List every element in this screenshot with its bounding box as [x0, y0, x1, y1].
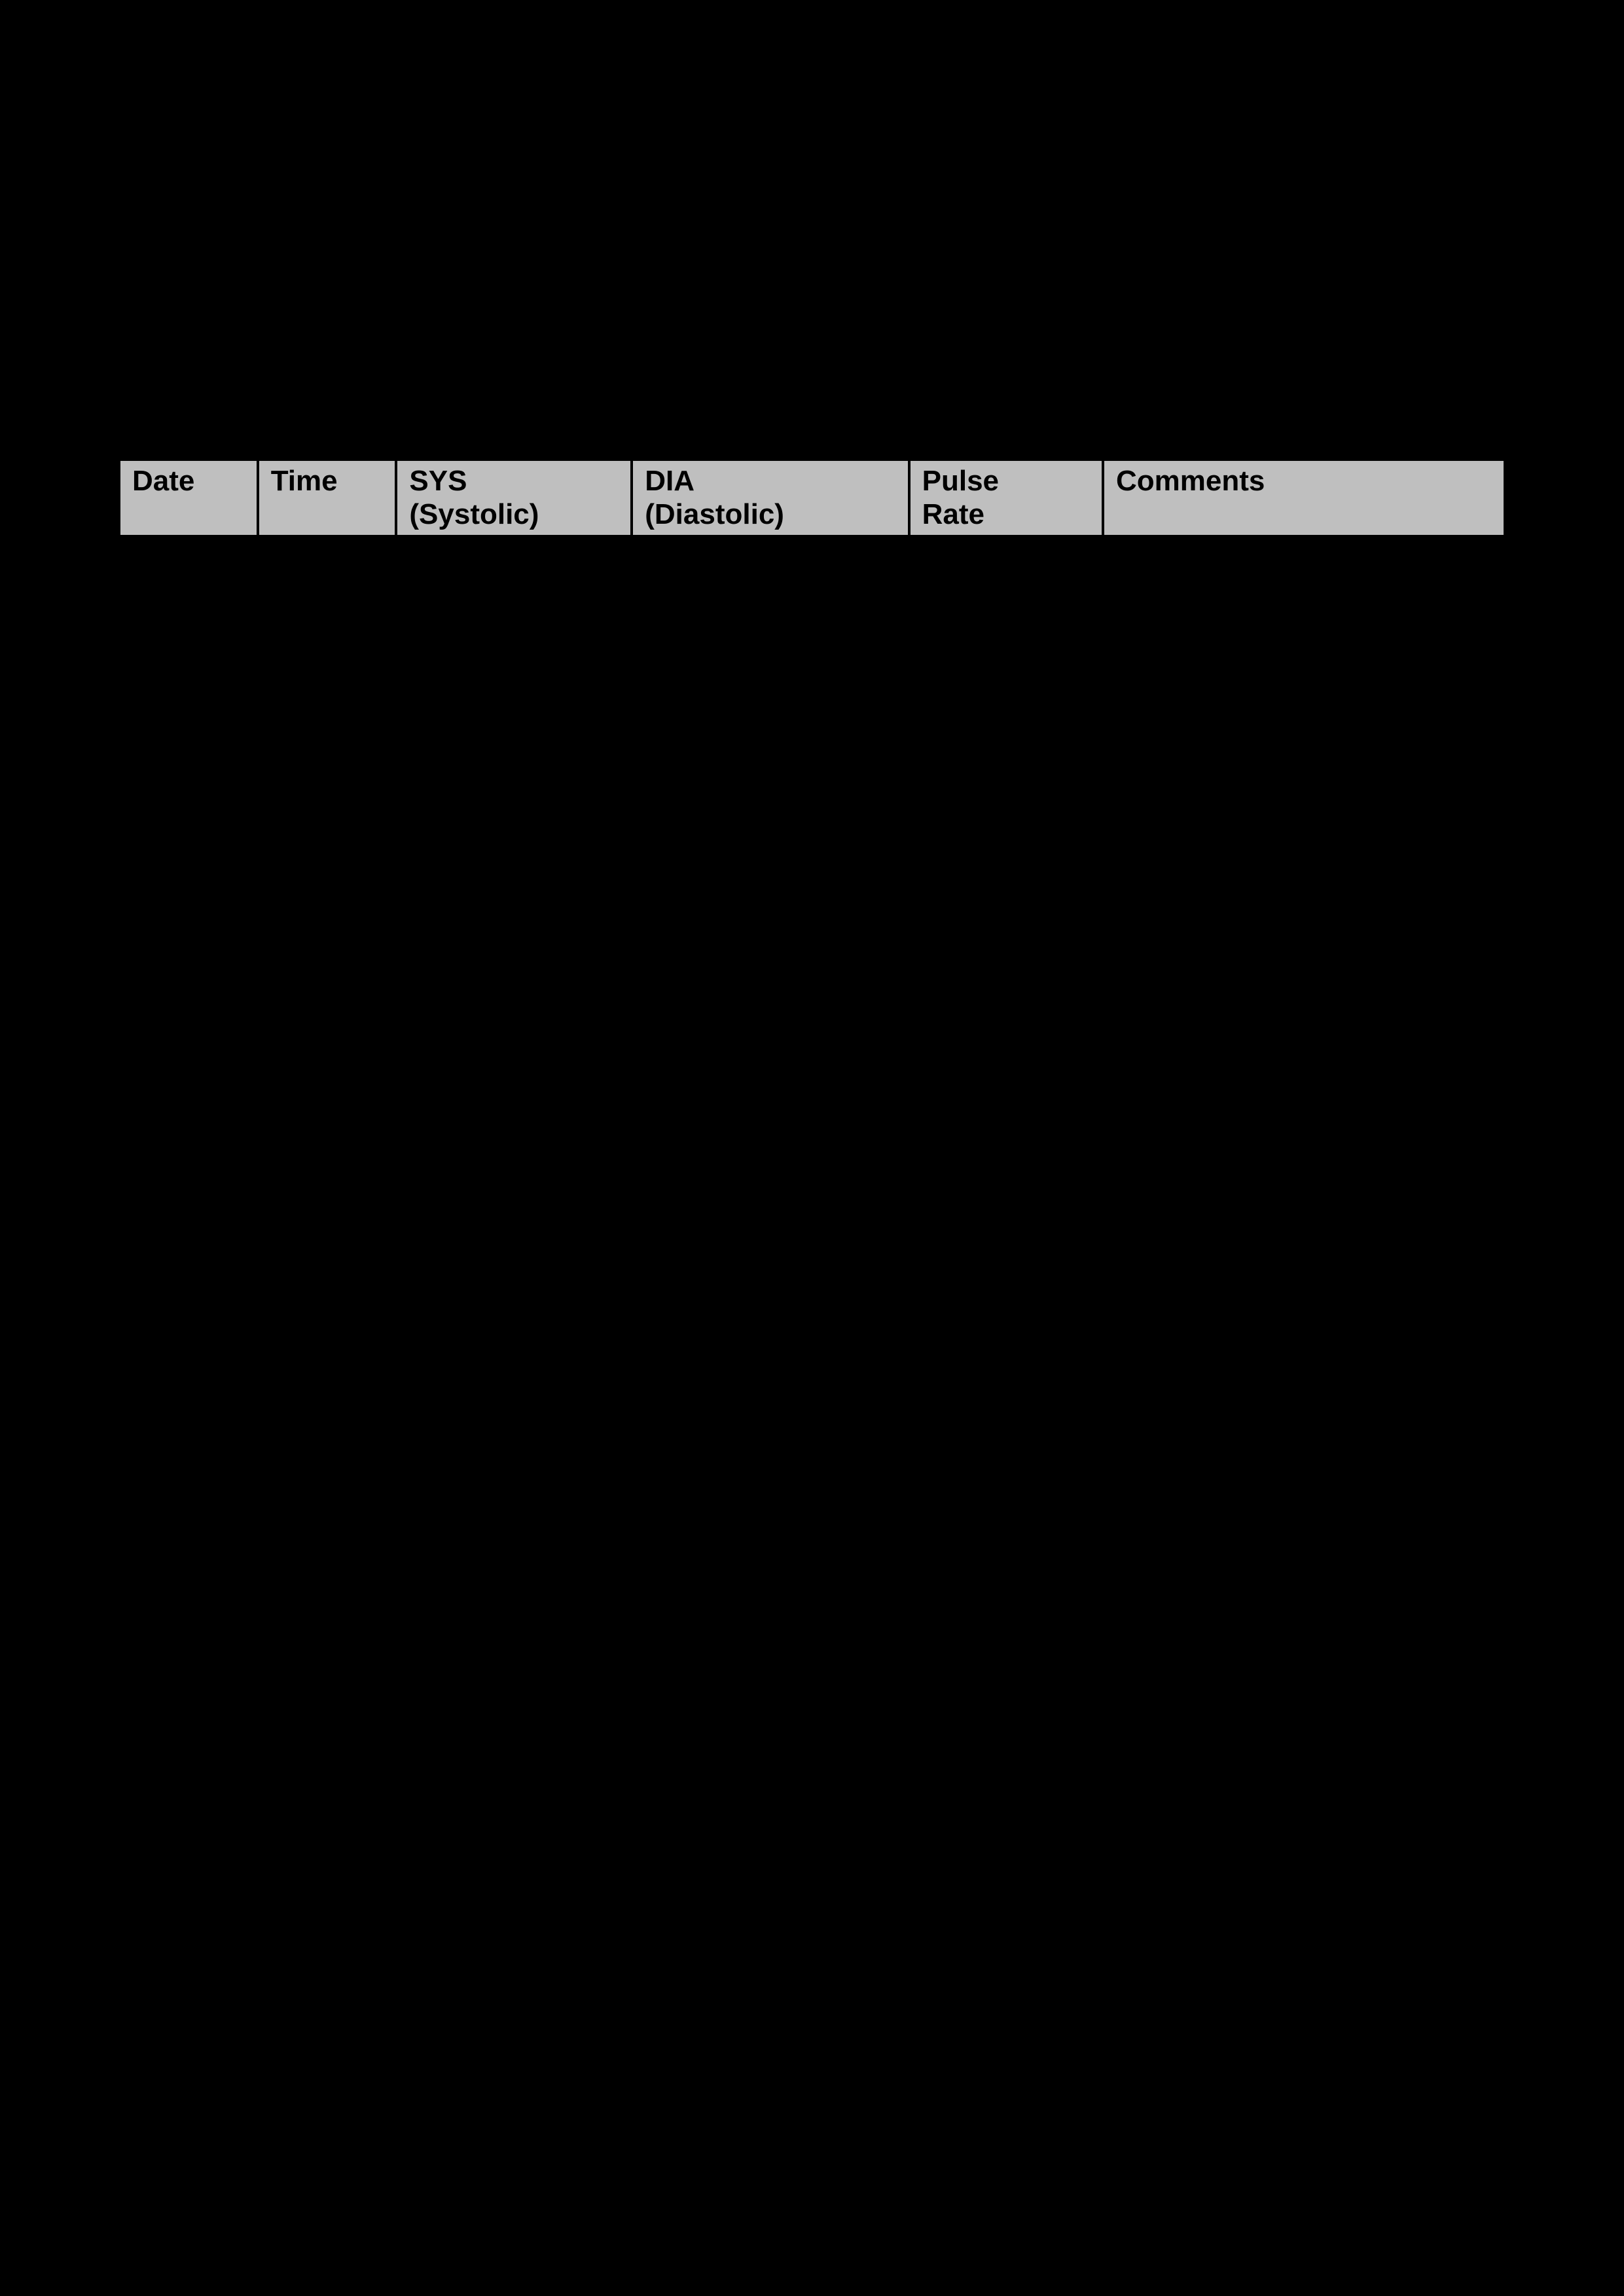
header-pulse-line2: Rate: [922, 498, 984, 530]
header-dia-line2: (Diastolic): [645, 498, 784, 530]
header-pulse-line1: Pulse: [922, 465, 999, 497]
header-time-line1: Time: [271, 465, 338, 497]
header-time: Time: [258, 460, 397, 536]
header-comments-line1: Comments: [1116, 465, 1265, 497]
header-sys-line1: SYS: [409, 465, 467, 497]
header-dia-line1: DIA: [645, 465, 695, 497]
header-comments: Comments: [1103, 460, 1505, 536]
header-sys: SYS (Systolic): [396, 460, 632, 536]
bp-log-table-container: Date Time SYS (Systolic) DIA (: [118, 458, 1506, 538]
header-sys-line2: (Systolic): [409, 498, 539, 530]
header-dia: DIA (Diastolic): [632, 460, 909, 536]
bp-log-table: Date Time SYS (Systolic) DIA (: [118, 458, 1506, 538]
header-date: Date: [119, 460, 258, 536]
header-pulse: Pulse Rate: [909, 460, 1103, 536]
table-header-row: Date Time SYS (Systolic) DIA (: [119, 460, 1505, 536]
header-date-line1: Date: [132, 465, 194, 497]
